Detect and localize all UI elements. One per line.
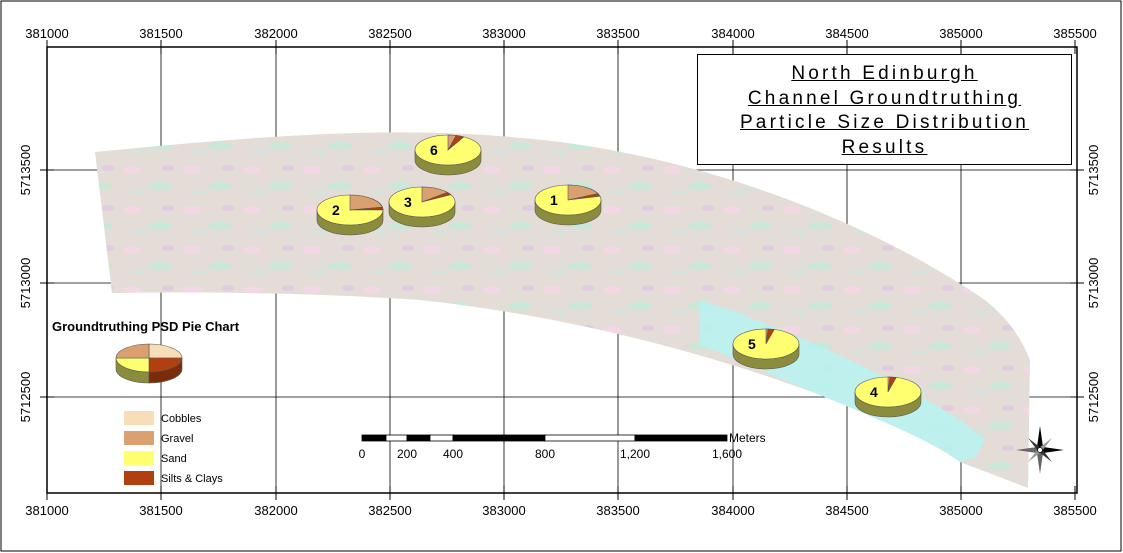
x-tick-label-top: 385000 <box>939 26 982 41</box>
x-tick-label-top: 381500 <box>139 26 182 41</box>
legend-swatch <box>124 471 154 485</box>
legend-label: Gravel <box>161 433 193 445</box>
x-tick-label-top: 383500 <box>596 26 639 41</box>
x-tick-label-top: 382500 <box>368 26 411 41</box>
legend-swatch <box>124 431 154 445</box>
y-tick-label-left: 5713000 <box>18 258 33 309</box>
pie-site-1: 1 <box>534 184 602 226</box>
legend-pie-chart <box>115 343 183 384</box>
legend-label: Silts & Clays <box>161 473 223 485</box>
legend-label: Cobbles <box>161 413 202 425</box>
x-tick-label-top: 383000 <box>482 26 525 41</box>
legend-swatch <box>124 451 154 465</box>
scale-bar: Meters 0 200 400 800 1,200 1,600 <box>359 431 766 461</box>
y-tick-label-left: 5712500 <box>18 372 33 423</box>
x-tick-label-top: 385500 <box>1053 26 1096 41</box>
scale-label: 200 <box>397 447 417 461</box>
pie-slice-silt <box>887 376 897 393</box>
scale-label: 400 <box>443 447 463 461</box>
y-tick-label-left: 5713500 <box>18 145 33 196</box>
site-label: 1 <box>550 192 558 208</box>
x-axis-labels-top: 381000 381500 382000 382500 383000 383500 3840… <box>25 26 1096 41</box>
x-tick-label-bottom: 381500 <box>139 503 182 518</box>
pie-slice-silt <box>421 192 452 203</box>
title-box: North Edinburgh Channel Groundtruthing P… <box>697 54 1072 165</box>
y-axis-labels-left: 5713500 5713000 5712500 <box>18 145 33 423</box>
x-tick-label-bottom: 382000 <box>254 503 297 518</box>
legend-swatch <box>124 411 154 425</box>
pie-site-6: 6 <box>414 134 482 176</box>
site-label: 5 <box>748 336 756 352</box>
x-tick-label-bottom: 383500 <box>596 503 639 518</box>
pie-site-3: 3 <box>388 186 456 228</box>
x-axis-labels-bottom: 381000 381500 382000 382500 383000 383500 3840… <box>25 503 1096 518</box>
title-line-2: Channel Groundtruthing <box>747 88 1022 109</box>
legend-pie <box>115 343 183 384</box>
x-tick-label-top: 384500 <box>825 26 868 41</box>
pie-site-2: 2 <box>316 194 384 236</box>
x-tick-label-bottom: 385000 <box>939 503 982 518</box>
site-label: 6 <box>430 142 438 158</box>
x-tick-label-bottom: 385500 <box>1053 503 1096 518</box>
pie-slice-gravel <box>349 194 383 211</box>
site-label: 2 <box>332 202 340 218</box>
pie-slice-silt <box>447 135 465 151</box>
scale-label: 1,200 <box>620 447 650 461</box>
y-tick-label-right: 5713500 <box>1086 145 1101 196</box>
y-tick-label-right: 5713000 <box>1086 258 1101 309</box>
legend-label: Sand <box>161 453 187 465</box>
x-tick-label-bottom: 383000 <box>482 503 525 518</box>
scale-label: 800 <box>535 447 555 461</box>
y-tick-label-right: 5712500 <box>1086 372 1101 423</box>
x-tick-label-top: 384000 <box>711 26 754 41</box>
title-line-1: North Edinburgh <box>791 63 978 84</box>
pie-slice-silt <box>349 206 384 211</box>
title-line-4: Results <box>841 137 928 158</box>
scale-label: 1,600 <box>712 447 742 461</box>
site-label: 4 <box>870 384 878 400</box>
x-tick-label-bottom: 382500 <box>368 503 411 518</box>
x-tick-label-bottom: 384000 <box>711 503 754 518</box>
legend-items: Cobbles Gravel Sand Silts & Clays <box>124 411 223 485</box>
x-tick-label-bottom: 381000 <box>25 503 68 518</box>
scale-unit: Meters <box>729 431 766 445</box>
pie-slice-silt <box>567 193 601 201</box>
site-label: 3 <box>404 194 412 210</box>
y-axis-labels-right: 5713500 5713000 5712500 <box>1086 145 1101 423</box>
pie-site-5: 5 <box>732 328 800 370</box>
north-arrow-icon <box>1016 426 1064 474</box>
scale-label: 0 <box>359 447 366 461</box>
x-tick-label-top: 381000 <box>25 26 68 41</box>
pie-charts: 1 2 3 4 5 6 <box>316 134 922 418</box>
legend-title: Groundtruthing PSD Pie Chart <box>52 319 240 334</box>
title-line-3: Particle Size Distribution <box>739 112 1030 133</box>
x-tick-label-top: 382000 <box>254 26 297 41</box>
x-tick-label-bottom: 384500 <box>825 503 868 518</box>
pie-site-4: 4 <box>854 376 922 418</box>
pie-slice-silt <box>765 328 775 345</box>
